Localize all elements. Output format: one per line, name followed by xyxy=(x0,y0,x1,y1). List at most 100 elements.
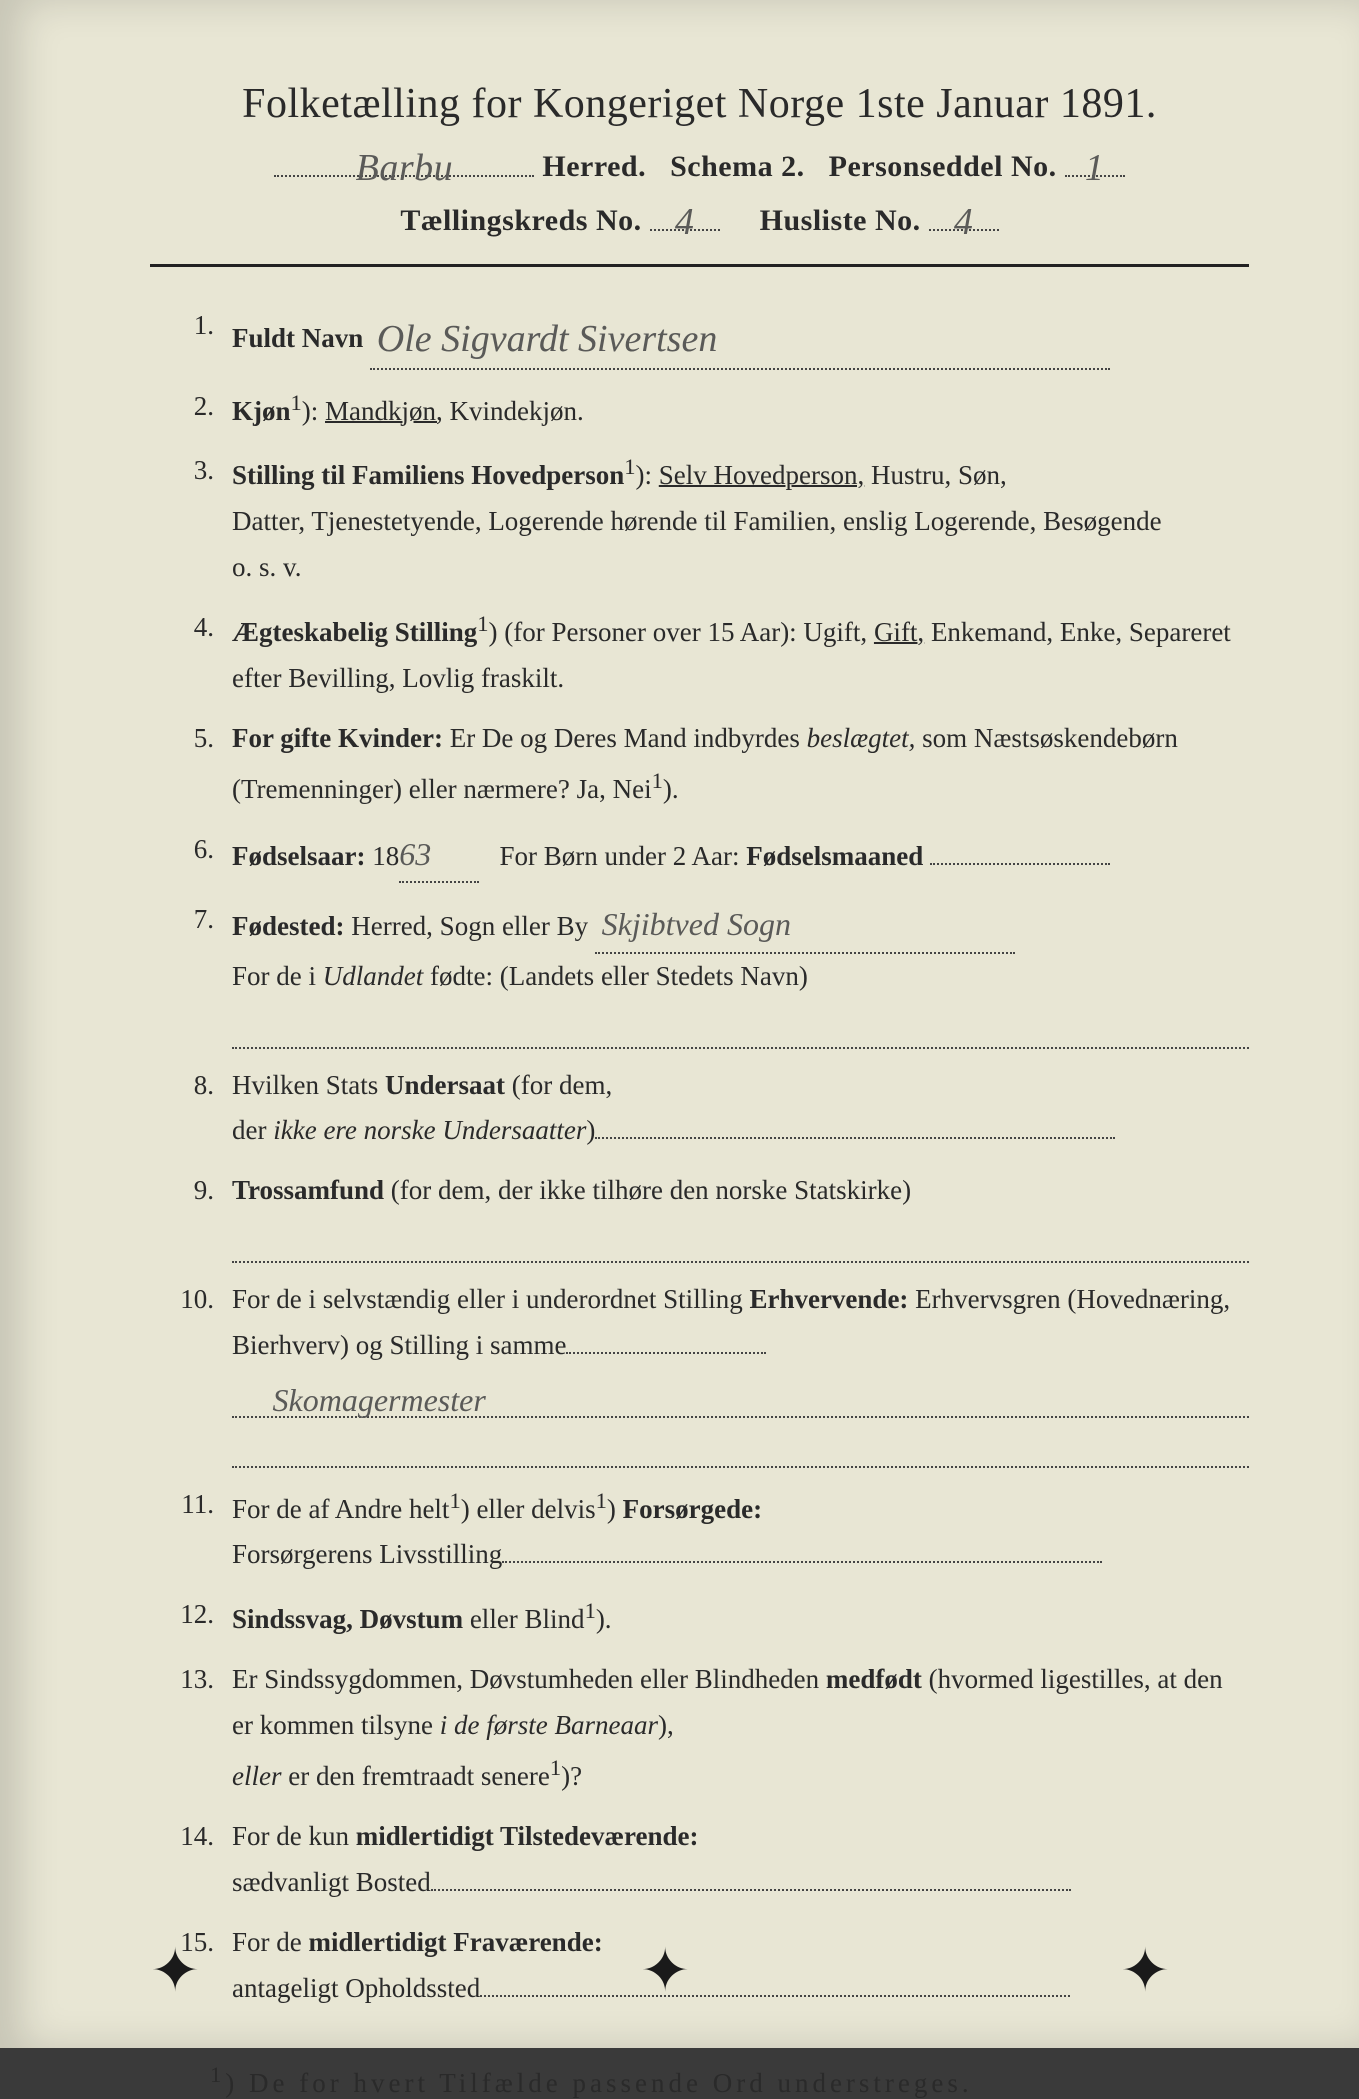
form-items: 1. Fuldt Navn Ole Sigvardt Sivertsen 2. … xyxy=(150,303,1249,2012)
q8-label: Undersaat xyxy=(385,1070,505,1100)
q13-em: i de første Barneaar xyxy=(440,1710,658,1740)
q14-line2: sædvanligt Bosted xyxy=(232,1867,431,1897)
q15-line2: antageligt Opholdssted xyxy=(232,1973,480,2003)
q13-text4: er den fremtraadt senere xyxy=(288,1761,550,1791)
item-number: 5. xyxy=(150,716,232,813)
herred-label: Herred. xyxy=(542,150,646,183)
schema-label: Schema 2. xyxy=(670,150,805,183)
item-number: 8. xyxy=(150,1063,232,1155)
sup: 1 xyxy=(291,390,302,415)
sup: 1 xyxy=(477,611,488,636)
item-number: 3. xyxy=(150,448,232,591)
q6-rest: For Børn under 2 Aar: xyxy=(499,841,739,871)
sup: 1 xyxy=(585,1598,596,1623)
personseddel-value: 1 xyxy=(1085,147,1105,189)
q13-text1: Er Sindssygdommen, Døvstumheden eller Bl… xyxy=(232,1664,819,1694)
header-line-3: Tællingskreds No. 4 Husliste No. 4 xyxy=(150,196,1249,238)
q13-em2: eller xyxy=(232,1761,281,1791)
item-14: 14. For de kun midlertidigt Tilstedevære… xyxy=(150,1814,1249,1906)
q11-text2: eller delvis xyxy=(476,1494,595,1524)
item-6: 6. Fødselsaar: 1863 For Børn under 2 Aar… xyxy=(150,827,1249,883)
q2-label: Kjøn xyxy=(232,396,291,426)
sup: 1 xyxy=(596,1488,607,1513)
q11-label: Forsørgede: xyxy=(623,1494,762,1524)
q8-line2: der xyxy=(232,1115,266,1145)
q9-text: (for dem, der ikke tilhøre den norske St… xyxy=(391,1175,911,1205)
q6-label: Fødselsaar: xyxy=(232,841,365,871)
q5-text: Er De og Deres Mand indbyrdes xyxy=(450,723,800,753)
census-form-page: Folketælling for Kongeriget Norge 1ste J… xyxy=(0,0,1359,2048)
q7-text: Herred, Sogn eller By xyxy=(351,911,588,941)
tkreds-label: Tællingskreds No. xyxy=(400,204,641,237)
personseddel-label: Personseddel No. xyxy=(829,150,1057,183)
item-3: 3. Stilling til Familiens Hovedperson1):… xyxy=(150,448,1249,591)
husliste-label: Husliste No. xyxy=(760,204,921,237)
registration-mark-icon: ✦ xyxy=(150,1936,200,2006)
blank-line xyxy=(232,1003,1249,1048)
q14-text: For de kun xyxy=(232,1821,349,1851)
item-number: 11. xyxy=(150,1482,232,1579)
item-5: 5. For gifte Kvinder: Er De og Deres Man… xyxy=(150,716,1249,813)
item-number: 14. xyxy=(150,1814,232,1906)
q1-label: Fuldt Navn xyxy=(232,323,363,353)
q10-value: Skomagermester xyxy=(273,1382,486,1418)
q4-label: Ægteskabelig Stilling xyxy=(232,617,477,647)
q10-text1: For de i selvstændig eller i underordnet… xyxy=(232,1284,743,1314)
q2-opt-mandkjon: Mandkjøn, xyxy=(325,396,443,426)
item-number: 13. xyxy=(150,1657,232,1800)
q3-selv: Selv Hovedperson, xyxy=(659,460,864,490)
q3-rest: Hustru, Søn, xyxy=(871,460,1007,490)
sup: 1 xyxy=(449,1488,460,1513)
blank-line xyxy=(232,1422,1249,1467)
item-2: 2. Kjøn1): Mandkjøn, Kvindekjøn. xyxy=(150,384,1249,435)
q13-text3: ), xyxy=(658,1710,674,1740)
item-number: 10. xyxy=(150,1277,232,1467)
q3-label: Stilling til Familiens Hovedperson xyxy=(232,460,624,490)
q12-label: Sindssvag, Døvstum xyxy=(232,1604,463,1634)
item-7: 7. Fødested: Herred, Sogn eller By Skjib… xyxy=(150,897,1249,1048)
husliste-value: 4 xyxy=(954,201,974,243)
q11-line2: Forsørgerens Livsstilling xyxy=(232,1539,502,1569)
q14-b: midlertidigt Tilstedeværende: xyxy=(356,1821,699,1851)
item-number: 4. xyxy=(150,605,232,702)
blank-line xyxy=(232,1218,1249,1263)
q7-value: Skjibtved Sogn xyxy=(602,906,791,942)
item-number: 9. xyxy=(150,1168,232,1263)
q3-line3: o. s. v. xyxy=(232,552,302,582)
q7-line2b: fødte: (Landets eller Stedets Navn) xyxy=(430,961,808,991)
q3-line2: Datter, Tjenestetyende, Logerende hørend… xyxy=(232,506,1162,536)
item-13: 13. Er Sindssygdommen, Døvstumheden elle… xyxy=(150,1657,1249,1800)
item-9: 9. Trossamfund (for dem, der ikke tilhør… xyxy=(150,1168,1249,1263)
q9-label: Trossamfund xyxy=(232,1175,384,1205)
sup: 1 xyxy=(550,1755,561,1780)
q6-prefix: 18 xyxy=(372,841,399,871)
q8-line2em: ikke ere norske Undersaatter xyxy=(273,1115,586,1145)
q13-b1: medfødt xyxy=(826,1664,922,1694)
q8-text1: Hvilken Stats xyxy=(232,1070,378,1100)
item-4: 4. Ægteskabelig Stilling1) (for Personer… xyxy=(150,605,1249,702)
q15-text: For de xyxy=(232,1927,302,1957)
item-1: 1. Fuldt Navn Ole Sigvardt Sivertsen xyxy=(150,303,1249,370)
q15-b: midlertidigt Fraværende: xyxy=(309,1927,603,1957)
q8-text2: (for dem, xyxy=(512,1070,612,1100)
header-block: Folketælling for Kongeriget Norge 1ste J… xyxy=(150,80,1249,238)
sup: 1 xyxy=(652,768,663,793)
q10-value-line: Skomagermester xyxy=(232,1373,1249,1418)
q2-opt-kvindekjon: Kvindekjøn. xyxy=(450,396,584,426)
item-number: 12. xyxy=(150,1592,232,1643)
sup: 1 xyxy=(624,454,635,479)
item-11: 11. For de af Andre helt1) eller delvis1… xyxy=(150,1482,1249,1579)
q7-line2em: Udlandet xyxy=(323,961,424,991)
item-number: 6. xyxy=(150,827,232,883)
item-number: 7. xyxy=(150,897,232,1048)
q11-text: For de af Andre helt xyxy=(232,1494,449,1524)
q4-rest: (for Personer over 15 Aar): Ugift, xyxy=(504,617,867,647)
footnote-text: De for hvert Tilfælde passende Ord under… xyxy=(249,2068,973,2098)
item-15: 15. For de midlertidigt Fraværende: anta… xyxy=(150,1920,1249,2012)
herred-value: Barbu xyxy=(356,147,454,189)
q5-em: beslægtet, xyxy=(807,723,916,753)
footnote: 1) De for hvert Tilfælde passende Ord un… xyxy=(150,2062,1249,2099)
item-10: 10. For de i selvstændig eller i underor… xyxy=(150,1277,1249,1467)
registration-mark-icon: ✦ xyxy=(640,1936,690,2006)
q4-gift: Gift, xyxy=(874,617,924,647)
